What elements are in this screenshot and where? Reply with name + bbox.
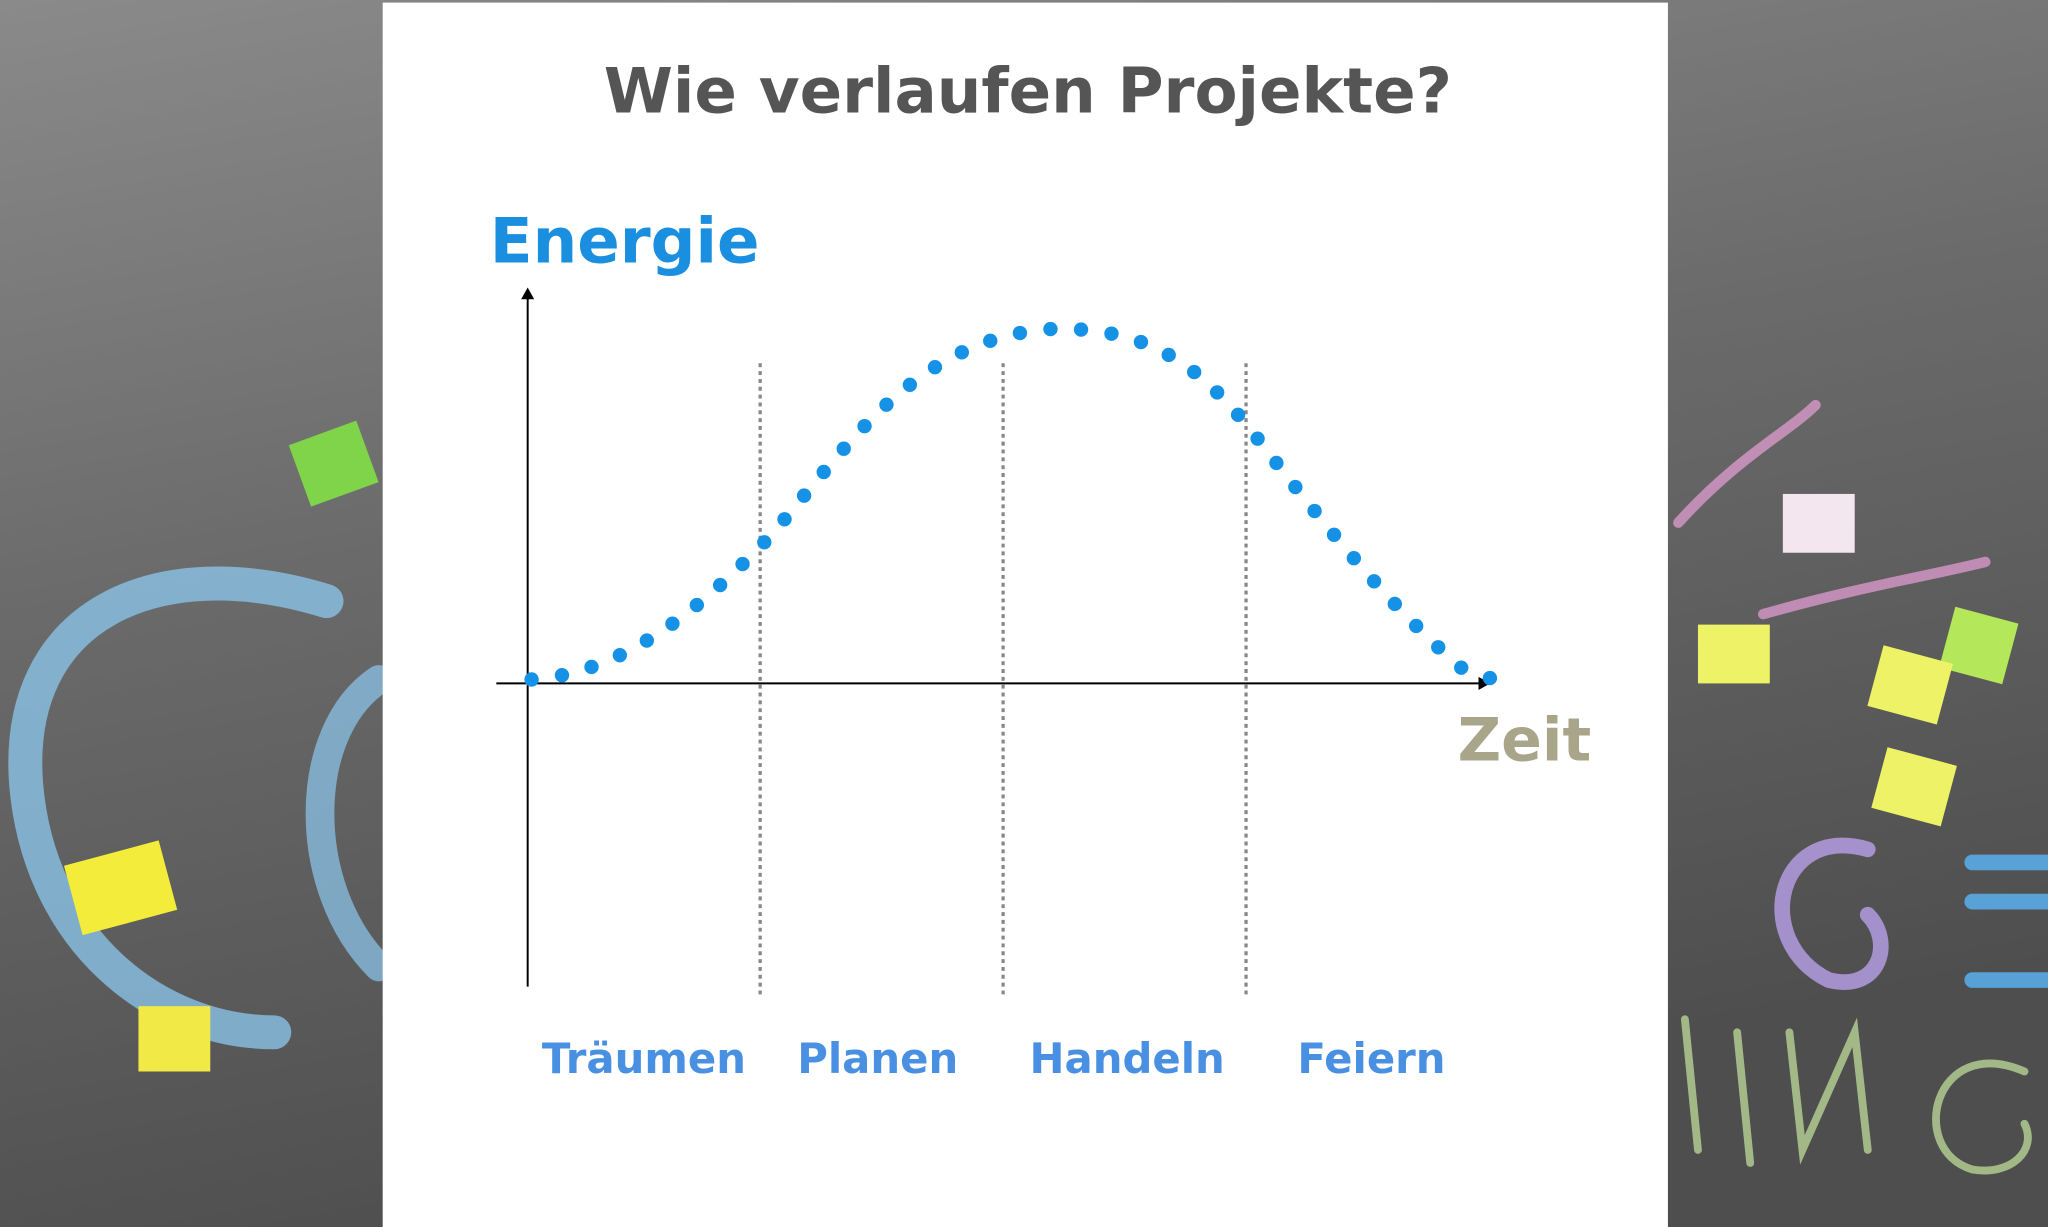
title: Wie verlaufen Projekte? — [604, 54, 1452, 127]
y-axis-label: Energie — [490, 205, 760, 278]
y-axis-arrow — [521, 287, 535, 300]
sticky-note — [138, 1006, 211, 1072]
x-axis-label: Zeit — [1458, 705, 1592, 775]
phase-label: Träumen — [542, 1034, 746, 1083]
phase-label: Planen — [797, 1034, 958, 1083]
sticky-note — [1782, 493, 1855, 553]
energy-curve — [524, 321, 1525, 687]
panel — [382, 2, 1668, 1227]
sticky-note — [1871, 747, 1957, 827]
sticky-note — [64, 840, 178, 936]
phase-label: Handeln — [1030, 1034, 1225, 1083]
chalk-right — [1673, 399, 2048, 1175]
sticky-note — [1867, 645, 1953, 725]
phase-label: Feiern — [1297, 1034, 1445, 1083]
chalk-left — [8, 566, 394, 1050]
sticky-note — [1939, 606, 2019, 685]
sticky-note — [1697, 624, 1770, 684]
phase-dividers — [758, 363, 1248, 996]
sticky-note — [288, 420, 379, 507]
x-axis-arrow — [1478, 676, 1491, 690]
